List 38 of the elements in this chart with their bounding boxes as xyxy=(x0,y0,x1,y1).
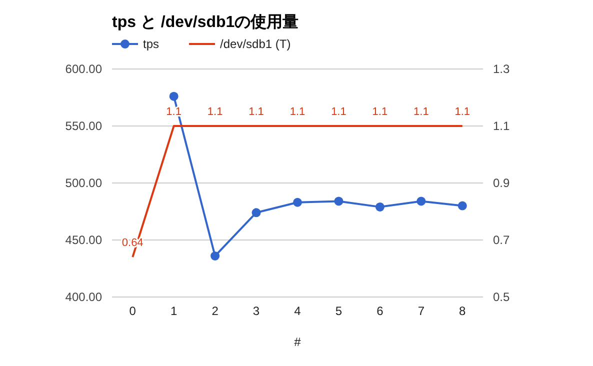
data-label: 1.1 xyxy=(372,106,388,118)
legend-label: /dev/sdb1 (T) xyxy=(220,37,291,51)
y2-tick-label: 1.3 xyxy=(493,62,510,76)
x-tick-label: 4 xyxy=(294,304,302,318)
y2-tick-label: 1.1 xyxy=(493,119,510,133)
x-tick-label: 0 xyxy=(129,304,136,318)
x-tick-label: 8 xyxy=(459,304,466,318)
chart-title: tps と /dev/sdb1の使用量 xyxy=(112,13,299,31)
data-label: 1.1 xyxy=(331,106,346,118)
point xyxy=(210,251,220,260)
data-label: 1.1 xyxy=(207,106,223,118)
y2-tick-label: 0.7 xyxy=(493,233,510,247)
y-tick-label: 500.00 xyxy=(65,176,102,190)
point xyxy=(334,196,344,206)
y-tick-label: 550.00 xyxy=(65,119,102,133)
y2-tick-label: 0.9 xyxy=(493,176,510,190)
data-label: 1.1 xyxy=(248,106,264,118)
point xyxy=(252,208,261,218)
point xyxy=(458,201,467,210)
x-tick-label: 7 xyxy=(418,304,425,318)
legend-label: tps xyxy=(143,37,160,51)
x-tick-label: 3 xyxy=(252,304,260,318)
x-tick-label: 5 xyxy=(335,304,342,318)
data-label: 1.1 xyxy=(414,106,429,118)
y-tick-label: 400.00 xyxy=(65,290,102,304)
point xyxy=(169,92,178,101)
x-tick-label: 2 xyxy=(212,304,219,318)
x-tick-label: 1 xyxy=(170,304,178,318)
y2-tick-label: 0.5 xyxy=(493,290,510,304)
y-tick-label: 450.00 xyxy=(65,233,102,247)
x-axis-title: # xyxy=(294,335,302,349)
data-label: 1.1 xyxy=(290,106,306,118)
x-tick-label: 6 xyxy=(376,304,384,318)
data-label: 1.1 xyxy=(454,106,470,118)
y-tick-label: 600.00 xyxy=(65,62,102,76)
point xyxy=(416,196,426,206)
point xyxy=(293,198,302,207)
point xyxy=(375,202,384,212)
